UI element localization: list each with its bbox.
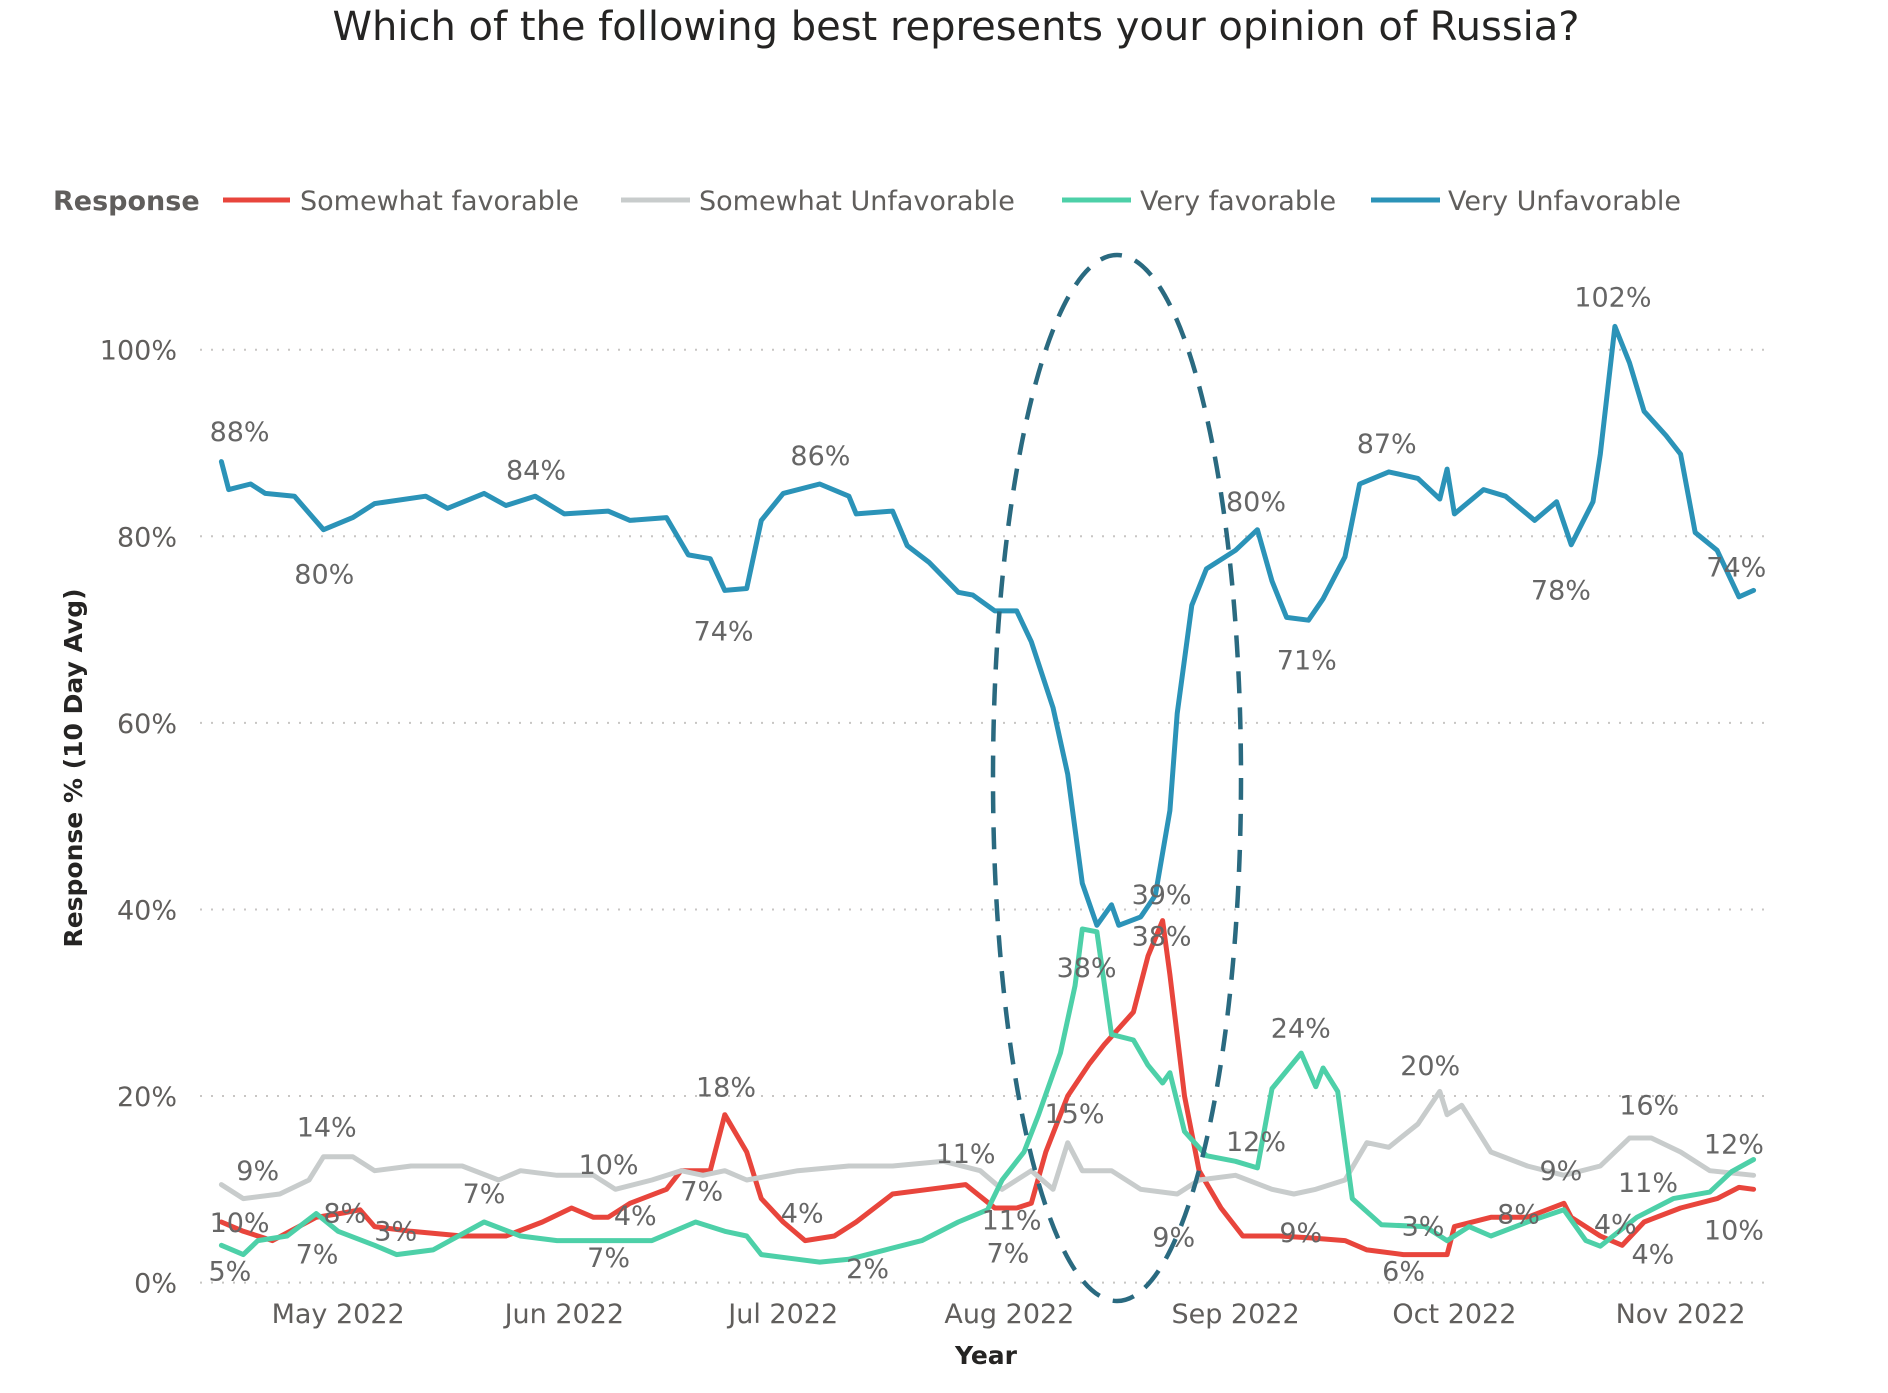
data-label: 39% (1132, 880, 1192, 911)
data-label: 80% (294, 560, 354, 591)
data-label: 78% (1531, 575, 1591, 606)
data-label: 4% (614, 1201, 657, 1232)
data-label: 10% (1704, 1215, 1764, 1246)
x-tick-label: Aug 2022 (944, 1299, 1074, 1330)
chart-title: Which of the following best represents y… (332, 4, 1579, 50)
data-label: 7% (463, 1179, 506, 1210)
legend-label: Very favorable (1140, 186, 1336, 217)
data-label: 18% (696, 1073, 756, 1104)
data-label: 10% (579, 1150, 639, 1181)
data-label: 38% (1132, 921, 1192, 952)
legend-item-somewhat-unfavorable[interactable]: Somewhat Unfavorable (621, 186, 1015, 217)
data-label: 84% (506, 456, 566, 487)
y-tick-label: 60% (117, 709, 177, 740)
data-label: 11% (1618, 1168, 1678, 1199)
legend-label: Somewhat Unfavorable (699, 186, 1015, 217)
data-label: 2% (846, 1254, 889, 1285)
gridlines (200, 348, 1773, 1284)
x-tick-label: Jun 2022 (503, 1299, 624, 1330)
data-label: 24% (1271, 1013, 1331, 1044)
data-label: 7% (986, 1238, 1029, 1269)
series-line-very-unfavorable (218, 323, 1757, 928)
data-label: 9% (1279, 1218, 1322, 1249)
data-label: 4% (781, 1198, 824, 1229)
x-axis: May 2022 Jun 2022 Jul 2022 Aug 2022 Sep 2022… (272, 1299, 1746, 1330)
series-line-somewhat-favorable (218, 918, 1757, 1258)
data-label: 14% (297, 1113, 357, 1144)
y-tick-label: 100% (100, 336, 177, 367)
data-label: 74% (1706, 552, 1766, 583)
series-line-somewhat-unfavorable (218, 1088, 1757, 1202)
legend-label: Somewhat favorable (300, 186, 579, 217)
legend-item-very-favorable[interactable]: Very favorable (1062, 186, 1336, 217)
data-label: 80% (1226, 487, 1286, 518)
data-label: 87% (1357, 429, 1417, 460)
x-tick-label: May 2022 (272, 1299, 405, 1330)
data-label: 7% (296, 1240, 339, 1271)
data-label: 10% (210, 1208, 270, 1239)
data-label: 5% (208, 1257, 251, 1288)
data-label: 88% (210, 417, 270, 448)
data-label: 102% (1574, 282, 1651, 313)
data-label: 9% (236, 1156, 279, 1187)
data-label: 3% (1402, 1212, 1445, 1243)
legend-title: Response (53, 186, 200, 217)
legend: Response Somewhat favorable Somewhat Unf… (53, 186, 1681, 217)
y-tick-label: 40% (117, 895, 177, 926)
data-label: 38% (1057, 953, 1117, 984)
legend-item-very-unfavorable[interactable]: Very Unfavorable (1371, 186, 1681, 217)
data-label: 9% (1539, 1156, 1582, 1187)
data-label: 12% (1704, 1130, 1764, 1161)
data-label: 4% (1631, 1240, 1674, 1271)
data-label: 74% (694, 616, 754, 647)
x-axis-title: Year (954, 1341, 1018, 1370)
series-lines (218, 323, 1757, 1265)
highlight-ellipse-annotation (990, 252, 1244, 1304)
legend-item-somewhat-favorable[interactable]: Somewhat favorable (223, 186, 579, 217)
data-label: 20% (1400, 1051, 1460, 1082)
data-label: 6% (1382, 1257, 1425, 1288)
data-label: 8% (323, 1198, 366, 1229)
x-tick-label: Oct 2022 (1392, 1299, 1516, 1330)
y-tick-label: 0% (134, 1269, 177, 1300)
y-axis-title: Response % (10 Day Avg) (59, 588, 88, 947)
series-line-very-favorable (218, 926, 1757, 1265)
x-tick-label: Sep 2022 (1171, 1299, 1299, 1330)
legend-label: Very Unfavorable (1448, 186, 1681, 217)
data-label: 71% (1277, 645, 1337, 676)
data-label: 7% (680, 1177, 723, 1208)
data-label: 4% (1594, 1209, 1637, 1240)
data-label: 86% (790, 441, 850, 472)
y-tick-label: 80% (117, 522, 177, 553)
y-tick-label: 20% (117, 1082, 177, 1113)
data-label: 8% (1497, 1200, 1540, 1231)
data-label: 11% (936, 1139, 996, 1170)
y-axis: 0% 20% 40% 60% 80% 100% (100, 336, 177, 1300)
data-label: 3% (374, 1217, 417, 1248)
data-label: 16% (1619, 1091, 1679, 1122)
data-labels: 88% 80% 84% 74% 86% 80% 71% 87% 102% 78% 74% 39% 38%… (208, 282, 1766, 1287)
x-tick-label: Nov 2022 (1616, 1299, 1746, 1330)
data-label: 11% (982, 1206, 1042, 1237)
data-label: 12% (1226, 1127, 1286, 1158)
data-label: 7% (587, 1243, 630, 1274)
x-tick-label: Jul 2022 (726, 1299, 838, 1330)
data-label: 15% (1044, 1099, 1104, 1130)
